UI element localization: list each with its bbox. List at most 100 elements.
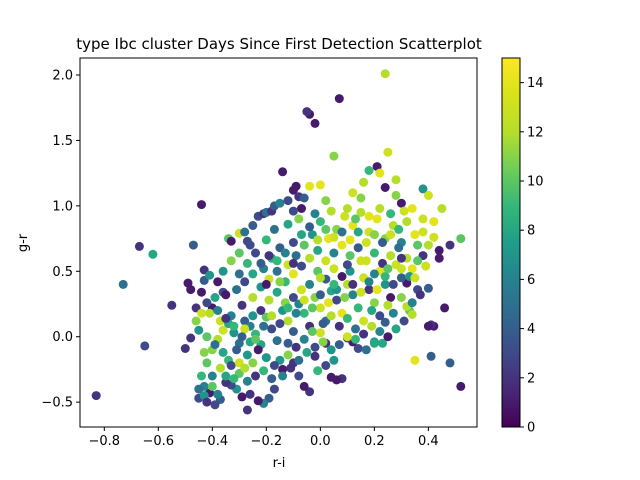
data-point — [315, 180, 325, 190]
data-point — [291, 308, 301, 318]
data-point — [283, 196, 293, 206]
plot-frame — [79, 57, 478, 428]
data-point — [410, 273, 420, 283]
data-point — [372, 214, 382, 224]
data-point — [329, 264, 339, 274]
data-point — [367, 306, 377, 315]
data-point — [321, 361, 331, 370]
data-point — [205, 270, 215, 280]
data-point — [364, 166, 374, 175]
data-point — [380, 272, 390, 281]
chart-title: type Ibc cluster Days Since First Detect… — [76, 35, 482, 53]
data-point — [418, 184, 428, 194]
data-point — [380, 279, 390, 289]
data-point — [426, 351, 436, 361]
data-point — [272, 256, 282, 266]
data-point — [299, 381, 309, 391]
data-point — [251, 371, 260, 381]
data-point — [372, 285, 382, 295]
data-point — [202, 358, 212, 368]
data-point — [283, 303, 293, 313]
data-point — [242, 405, 252, 415]
data-point — [321, 256, 331, 266]
data-point — [288, 269, 298, 279]
data-point — [364, 285, 374, 295]
data-point — [456, 381, 466, 391]
data-point — [229, 328, 239, 338]
data-point — [369, 338, 379, 348]
data-point — [240, 277, 250, 287]
data-point — [307, 303, 317, 313]
data-point — [91, 391, 101, 401]
data-point — [353, 303, 363, 313]
data-point — [269, 361, 279, 370]
data-point — [353, 344, 363, 353]
data-point — [278, 167, 288, 177]
data-point — [375, 327, 385, 336]
data-point — [337, 240, 347, 250]
data-point — [378, 338, 387, 348]
x-axis-ticks: −0.8 −0.6 −0.4 −0.2 0.0 0.2 0.4 — [89, 427, 439, 449]
data-point — [329, 355, 339, 365]
colorbar-tick-label: 6 — [527, 273, 535, 288]
data-point — [396, 264, 406, 274]
data-point — [207, 371, 217, 381]
data-point — [302, 347, 312, 357]
data-point — [267, 374, 277, 384]
data-point — [326, 311, 336, 321]
data-point — [369, 269, 379, 279]
data-point — [221, 290, 231, 300]
data-point — [280, 248, 290, 258]
data-point — [318, 337, 328, 347]
data-point — [202, 298, 212, 308]
data-point — [437, 204, 447, 213]
data-point — [334, 321, 344, 331]
data-point — [245, 240, 255, 250]
data-point — [248, 221, 258, 230]
data-point — [237, 332, 247, 342]
data-point — [356, 207, 366, 217]
y-tick-label: 0.5 — [52, 265, 73, 280]
y-tick-label: 1.5 — [52, 134, 73, 149]
data-point — [186, 333, 196, 343]
data-point — [213, 306, 223, 315]
data-point — [313, 366, 323, 376]
data-point — [253, 345, 263, 355]
data-point — [240, 363, 250, 373]
data-point — [221, 378, 231, 387]
data-point — [396, 253, 406, 263]
data-point — [326, 206, 336, 216]
data-point — [434, 245, 444, 255]
data-point — [356, 287, 366, 297]
data-point — [226, 256, 236, 266]
data-point — [329, 151, 339, 161]
data-point — [199, 347, 209, 357]
data-point — [413, 240, 423, 250]
data-point — [275, 277, 285, 287]
x-tick-label: 0.2 — [364, 434, 385, 449]
data-point — [361, 345, 371, 355]
data-point — [380, 183, 390, 192]
data-point — [396, 293, 406, 302]
data-point — [391, 175, 401, 185]
data-point — [291, 251, 301, 261]
data-point — [329, 279, 339, 289]
data-point — [305, 181, 315, 191]
data-point — [288, 293, 298, 302]
data-point — [188, 240, 198, 250]
data-point — [399, 316, 409, 326]
data-point — [218, 347, 228, 357]
data-point — [299, 240, 309, 250]
data-point — [440, 303, 450, 313]
data-point — [291, 181, 301, 191]
data-point — [307, 327, 317, 336]
data-point — [191, 316, 201, 326]
data-point — [386, 209, 396, 219]
data-point — [329, 248, 339, 258]
data-point — [267, 311, 277, 321]
data-point — [299, 308, 309, 318]
data-point — [269, 384, 279, 394]
data-point — [318, 319, 328, 329]
y-tick-label: −0.5 — [41, 396, 73, 411]
data-point — [248, 311, 258, 321]
